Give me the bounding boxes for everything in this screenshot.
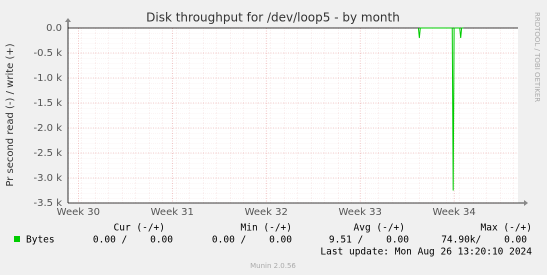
y-tick-label: -2.5 k [34,148,63,159]
summary-header: Avg (-/+) [354,223,405,234]
summary-value: 74.90k/ 0.00 [441,235,527,246]
x-tick-label: Week 30 [57,207,100,218]
legend-label: Bytes [26,235,55,246]
x-tick-label: Week 31 [151,207,194,218]
chart-title: Disk throughput for /dev/loop5 - by mont… [146,11,400,25]
side-text: RRDTOOL / TOBI OETIKER [533,12,541,102]
data-line [417,27,464,191]
y-tick-label: -1.5 k [34,98,63,109]
x-tick-label: Week 34 [432,207,475,218]
summary-header: Cur (-/+) [114,223,165,234]
summary-value: 0.00 / 0.00 [93,235,173,246]
x-tick-label: Week 32 [245,207,288,218]
x-tick-label: Week 33 [339,207,382,218]
y-tick-label: -3.0 k [34,173,63,184]
last-update: Last update: Mon Aug 26 13:20:10 2024 [320,247,532,258]
y-tick-label: -0.5 k [34,48,63,59]
y-tick-label: -3.5 k [34,198,63,209]
summary-value: 9.51 / 0.00 [329,235,409,246]
summary-header: Min (-/+) [241,223,292,234]
legend-swatch [14,236,20,242]
minor-grid [68,28,518,203]
y-tick-label: -1.0 k [34,73,63,84]
y-tick-label: -2.0 k [34,123,63,134]
y-axis-label: Pr second read (-) / write (+) [5,43,16,186]
summary-value: 0.00 / 0.00 [212,235,292,246]
footer: Munin 2.0.56 [250,262,296,270]
summary-header: Max (-/+) [481,223,532,234]
y-tick-label: 0.0 [46,23,62,34]
axis-arrow [65,18,71,22]
axis-arrow [524,200,528,206]
